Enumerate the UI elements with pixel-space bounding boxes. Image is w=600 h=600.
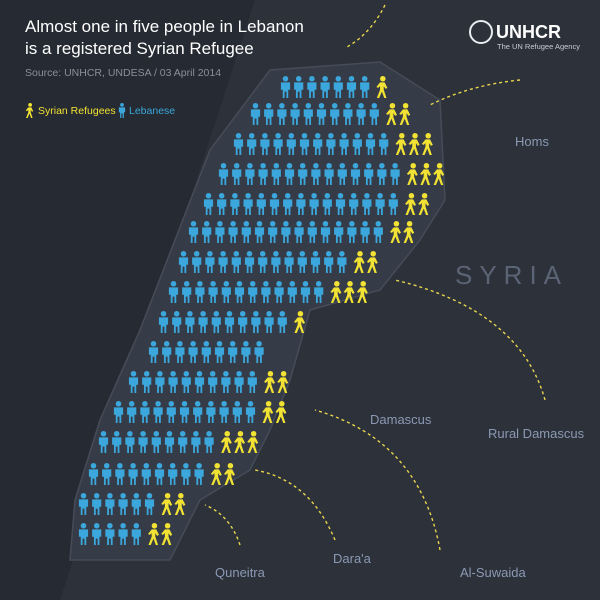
arrow (314, 409, 441, 551)
arrow (204, 504, 241, 546)
place-label: Quneitra (215, 565, 266, 580)
title-line: is a registered Syrian Refugee (25, 39, 254, 58)
arrow (344, 4, 386, 49)
country-label: SYRIA (455, 260, 568, 290)
logo-mark (469, 20, 493, 44)
place-label: Rural Damascus (488, 426, 585, 441)
logo-tagline: The UN Refugee Agency (497, 42, 580, 51)
logo-name: UNHCR (496, 22, 561, 42)
place-label: Dara'a (333, 551, 372, 566)
arrow (394, 279, 546, 401)
place-label: Homs (515, 134, 549, 149)
legend-label: Syrian Refugees (38, 105, 116, 117)
arrow (254, 469, 336, 541)
lebanon-shape (69, 61, 446, 561)
title-line: Almost one in five people in Lebanon (25, 17, 304, 36)
source: Source: UNHCR, UNDESA / 03 April 2014 (25, 67, 221, 79)
arrow (429, 79, 521, 106)
place-label: Damascus (370, 412, 432, 427)
legend-label: Lebanese (129, 105, 175, 117)
place-label: Al-Suwaida (460, 565, 527, 580)
